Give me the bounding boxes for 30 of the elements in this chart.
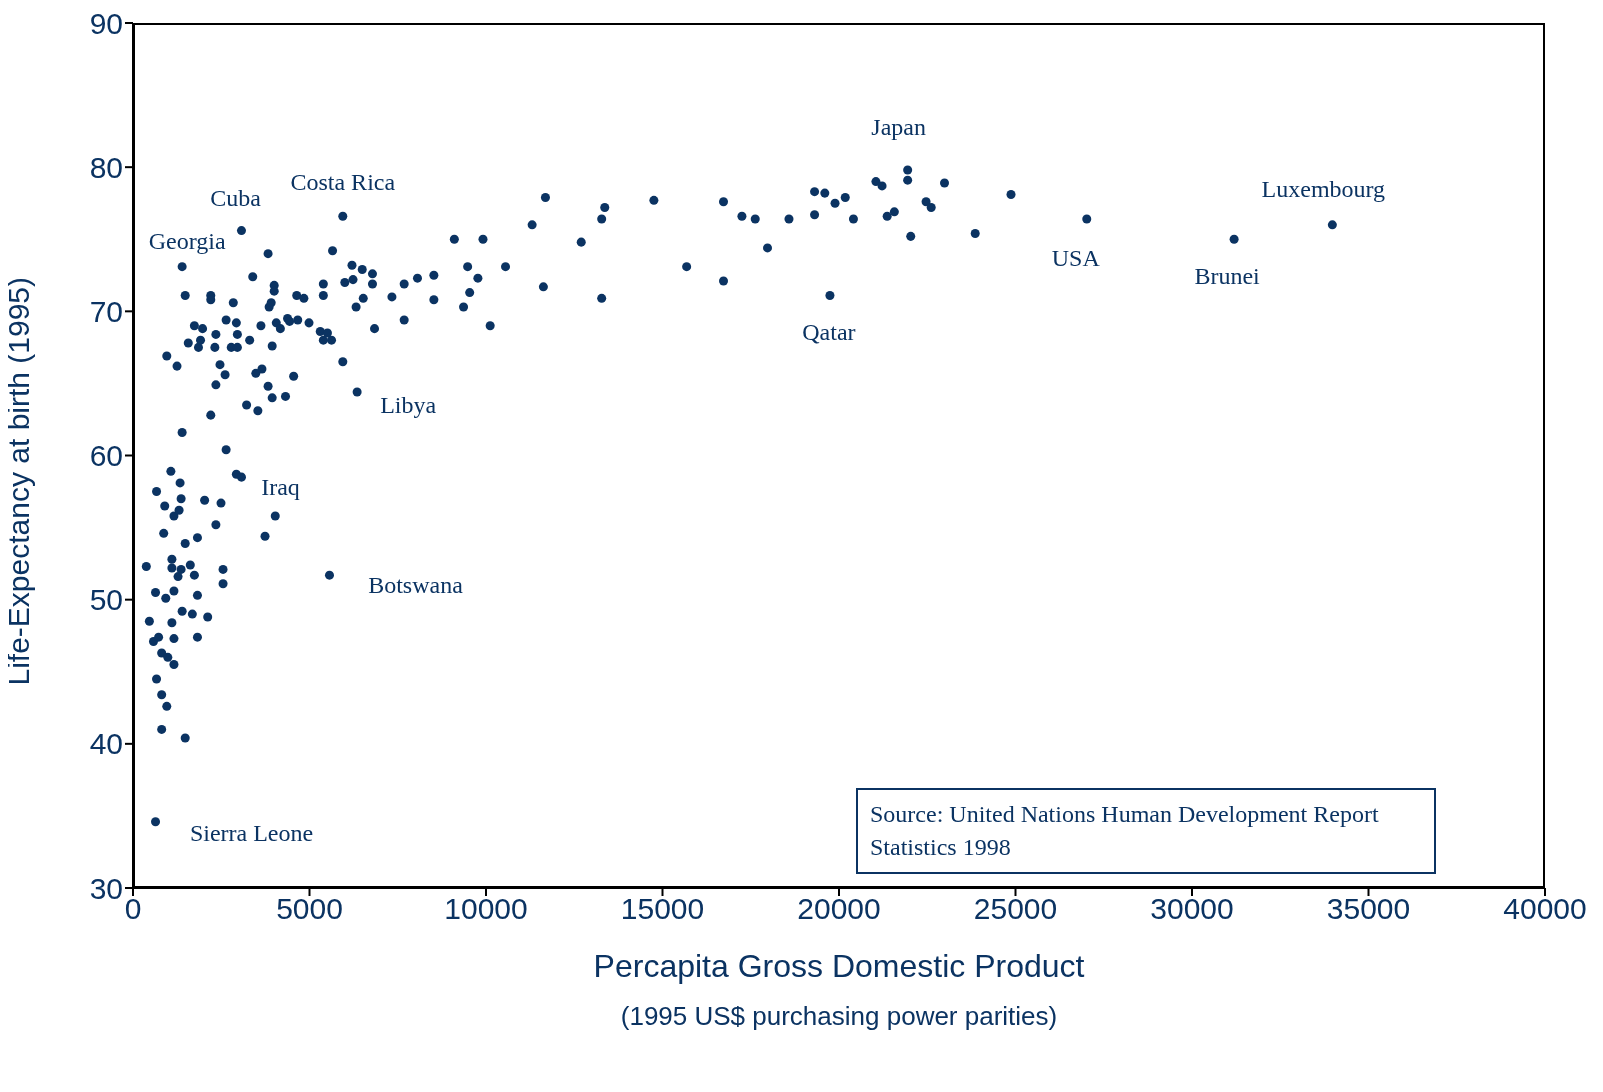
y-tick-label: 70 [89, 294, 123, 328]
x-tick-label: 0 [124, 892, 142, 926]
annotation: Source: United Nations Human Development Report Statistics 1998 [856, 788, 1436, 874]
y-tick-label: 90 [89, 6, 123, 40]
y-tick-label: 50 [89, 583, 123, 617]
annotation: Costa Rica [290, 169, 396, 196]
y-tick-label: 80 [89, 150, 123, 184]
annotation: USA [1051, 245, 1101, 272]
y-tick-label: 60 [89, 439, 123, 473]
annotation: Luxembourg [1261, 175, 1386, 202]
x-tick-label: 40000 [1503, 892, 1587, 926]
x-tick-label: 5000 [276, 892, 343, 926]
y-tick-label: 40 [89, 727, 123, 761]
annotation: Qatar [802, 319, 856, 346]
annotation: Sierra Leone [189, 819, 314, 846]
annotation: Japan [871, 114, 926, 141]
annotation: Cuba [210, 184, 262, 211]
annotation: Botswana [368, 572, 464, 599]
y-tick-label: 30 [89, 871, 123, 905]
annotation: Georgia [148, 227, 226, 254]
x-tick-label: 30000 [1150, 892, 1234, 926]
x-tick-label: 20000 [797, 892, 881, 926]
x-tick-label: 15000 [620, 892, 705, 926]
x-tick-label: 10000 [444, 892, 528, 926]
annotation: Libya [380, 392, 437, 419]
x-tick-label: 25000 [973, 892, 1058, 926]
annotation: Brunei [1194, 263, 1261, 290]
x-tick-label: 35000 [1326, 892, 1411, 926]
annotation: Iraq [261, 474, 300, 501]
x-axis-title: Percapita Gross Domestic Product (1995 US$ purchasing power parities) [592, 948, 1086, 1032]
